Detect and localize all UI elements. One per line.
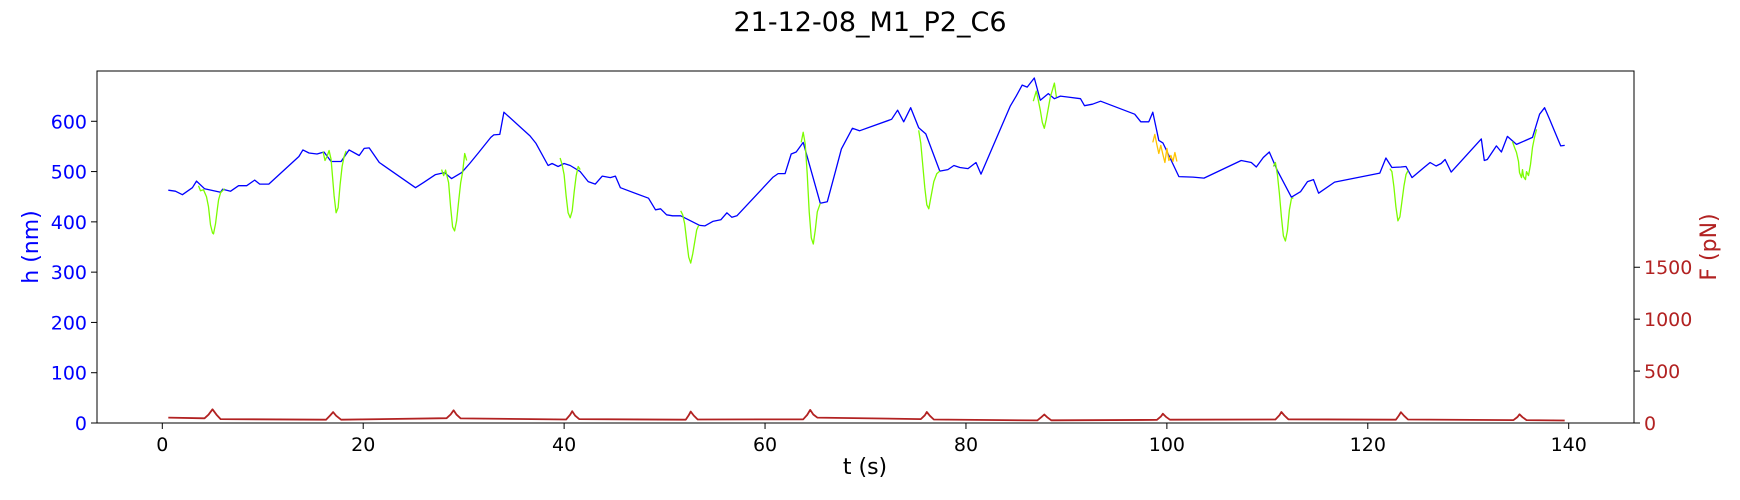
right-y-axis: 0 500 1000 1500	[1634, 257, 1692, 435]
left-y-axis: 0 100 200 300 400 500 600	[51, 111, 97, 435]
x-tick-label: 140	[1551, 434, 1587, 456]
series-line-12	[1511, 129, 1538, 181]
series-line-3	[440, 152, 468, 232]
left-y-tick-label: 100	[51, 363, 87, 385]
x-tick-label: 0	[156, 434, 168, 456]
chart-title: 21-12-08_M1_P2_C6	[733, 7, 1006, 38]
series-line-4	[559, 157, 581, 219]
series-line-9	[1152, 133, 1178, 164]
right-y-tick-label: 1000	[1644, 309, 1692, 331]
left-y-tick-label: 0	[75, 413, 87, 435]
x-tick-label: 100	[1149, 434, 1185, 456]
x-tick-label: 60	[753, 434, 777, 456]
series-line-6	[800, 131, 821, 245]
series-line-8	[1032, 82, 1058, 129]
left-y-axis-label: h (nm)	[19, 210, 44, 283]
left-y-tick-label: 400	[51, 212, 87, 234]
series-line-0	[168, 77, 1565, 227]
right-y-tick-label: 0	[1644, 413, 1656, 435]
series-line-1	[197, 185, 226, 235]
plot-area	[168, 77, 1565, 422]
right-y-tick-label: 1500	[1644, 257, 1692, 279]
left-y-tick-label: 500	[51, 162, 87, 184]
x-tick-label: 40	[552, 434, 576, 456]
plot-frame	[96, 70, 1635, 424]
series-line-2	[322, 149, 347, 214]
series-line-7	[918, 130, 941, 210]
x-axis: 0 20 40 60 80 100 120 140	[156, 423, 1587, 456]
left-y-tick-label: 600	[51, 111, 87, 133]
right-y-axis-label: F (pN)	[1697, 213, 1722, 280]
x-tick-label: 80	[954, 434, 978, 456]
series-line-11	[1389, 168, 1409, 222]
x-axis-label: t (s)	[843, 455, 887, 480]
series-line-5	[680, 210, 700, 264]
x-tick-label: 120	[1350, 434, 1386, 456]
left-y-tick-label: 300	[51, 262, 87, 284]
series-line-13	[168, 408, 1565, 422]
x-tick-label: 20	[351, 434, 375, 456]
right-y-tick-label: 500	[1644, 361, 1680, 383]
left-y-tick-label: 200	[51, 312, 87, 334]
series-line-10	[1272, 161, 1294, 242]
